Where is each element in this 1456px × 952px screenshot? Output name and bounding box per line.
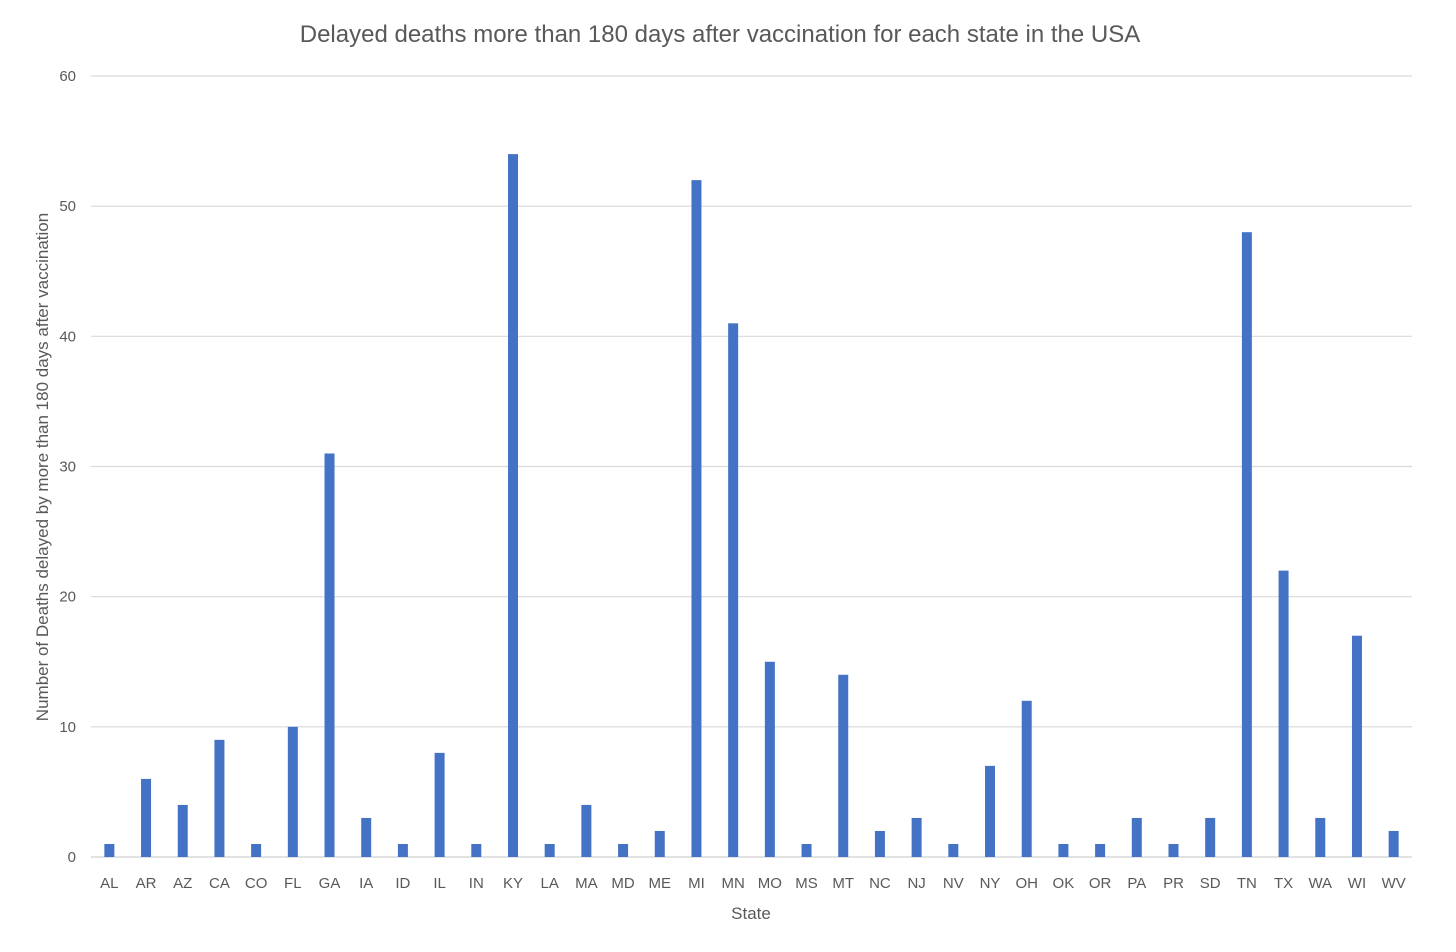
x-tick-label: WV — [1382, 875, 1406, 892]
x-tick-label: MT — [832, 875, 854, 892]
y-tick-label: 10 — [59, 719, 76, 736]
x-tick-label: AZ — [173, 875, 192, 892]
x-tick-label: CO — [245, 875, 268, 892]
x-tick-label: GA — [319, 875, 341, 892]
x-axis-title: State — [731, 904, 771, 923]
bar-ms — [801, 843, 812, 857]
y-tick-label: 40 — [59, 328, 76, 345]
x-tick-label: SD — [1200, 875, 1221, 892]
x-tick-label: MA — [575, 875, 598, 892]
bar-id — [397, 843, 408, 857]
x-tick-label: CA — [209, 875, 230, 892]
bar-ar — [141, 778, 152, 857]
bar-nj — [911, 817, 922, 857]
bar-az — [177, 804, 188, 857]
x-tick-label: MS — [795, 875, 818, 892]
bar-ia — [361, 817, 372, 857]
bar-wi — [1351, 635, 1362, 857]
bar-ma — [581, 804, 592, 857]
bar-pr — [1168, 843, 1179, 857]
x-tick-label: IN — [469, 875, 484, 892]
x-tick-label: NJ — [907, 875, 925, 892]
x-tick-label: AL — [100, 875, 118, 892]
y-tick-label: 60 — [59, 68, 76, 85]
x-tick-label: IL — [433, 875, 446, 892]
bar-pa — [1131, 817, 1142, 857]
bars — [104, 154, 1399, 858]
x-tick-label: TX — [1274, 875, 1293, 892]
bar-ca — [214, 739, 225, 857]
bar-oh — [1021, 700, 1032, 857]
y-tick-label: 50 — [59, 198, 76, 215]
x-tick-label: KY — [503, 875, 523, 892]
bar-co — [251, 843, 262, 857]
y-tick-label: 30 — [59, 459, 76, 476]
bar-tn — [1241, 232, 1252, 857]
bar-md — [618, 843, 629, 857]
bar-ok — [1058, 843, 1069, 857]
bar-ga — [324, 453, 335, 857]
bar-wa — [1315, 817, 1326, 857]
x-tick-label: OR — [1089, 875, 1112, 892]
bar-ky — [507, 154, 518, 858]
x-tick-label: MO — [758, 875, 782, 892]
bar-al — [104, 843, 115, 857]
bar-sd — [1205, 817, 1216, 857]
x-tick-label: OH — [1015, 875, 1038, 892]
x-tick-label: NY — [980, 875, 1001, 892]
gridlines — [91, 75, 1412, 858]
x-tick-label: OK — [1053, 875, 1075, 892]
x-tick-label: MI — [688, 875, 705, 892]
chart-title: Delayed deaths more than 180 days after … — [300, 21, 1141, 48]
bar-tx — [1278, 570, 1289, 857]
x-tick-label: PA — [1127, 875, 1146, 892]
x-tick-label: FL — [284, 875, 302, 892]
y-tick-label: 20 — [59, 589, 76, 606]
x-tick-label: MN — [721, 875, 744, 892]
x-tick-label: TN — [1237, 875, 1257, 892]
bar-fl — [287, 726, 298, 857]
bar-la — [544, 843, 555, 857]
bar-mn — [728, 323, 739, 858]
y-tick-label: 0 — [68, 849, 76, 866]
bar-ny — [985, 765, 996, 857]
x-tick-label: WA — [1308, 875, 1332, 892]
bar-in — [471, 843, 482, 857]
x-tick-label: LA — [541, 875, 559, 892]
y-axis-title: Number of Deaths delayed by more than 18… — [33, 213, 52, 721]
x-tick-label: PR — [1163, 875, 1184, 892]
x-tick-label: NV — [943, 875, 964, 892]
x-axis-ticks: AL AR AZ CA CO FL GA IA ID IL IN KY LA MA MD ME MI MN MO MS… — [100, 875, 1406, 892]
bar-nc — [874, 830, 885, 857]
x-tick-label: ID — [395, 875, 410, 892]
bar-or — [1095, 843, 1106, 857]
bar-nv — [948, 843, 959, 857]
bar-wv — [1388, 830, 1399, 857]
x-tick-label: IA — [359, 875, 373, 892]
bar-mo — [764, 661, 775, 857]
x-tick-label: MD — [611, 875, 634, 892]
x-tick-label: ME — [649, 875, 672, 892]
y-axis-ticks: 0 10 20 30 40 50 60 — [59, 68, 76, 866]
bar-il — [434, 752, 445, 857]
x-tick-label: NC — [869, 875, 891, 892]
bar-mt — [838, 674, 849, 857]
bar-mi — [691, 180, 702, 858]
x-tick-label: WI — [1348, 875, 1366, 892]
bar-me — [654, 830, 665, 857]
x-tick-label: AR — [136, 875, 157, 892]
